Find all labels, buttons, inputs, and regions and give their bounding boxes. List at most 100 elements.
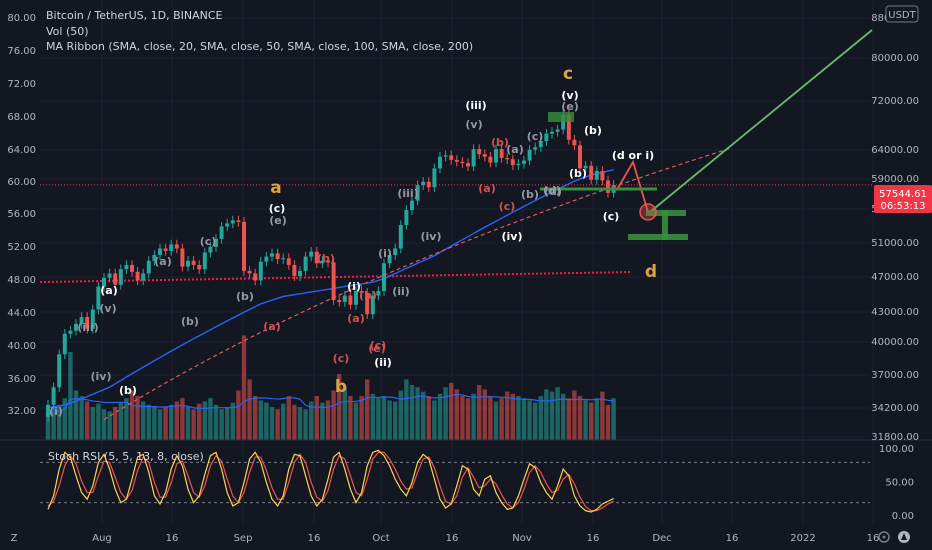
volume-bar: [521, 398, 527, 440]
candle: [130, 260, 134, 277]
time-tick: Sep: [234, 533, 253, 544]
candle-body: [51, 387, 56, 405]
candle-body: [85, 317, 90, 329]
volume-bar: [247, 379, 252, 440]
volume-bar: [281, 403, 286, 440]
candle-body: [426, 181, 431, 188]
wave-projection-line: [617, 159, 649, 213]
volume-bar: [303, 409, 308, 440]
right-price-tick: 37000.00: [871, 370, 919, 381]
candle: [320, 256, 325, 269]
candle: [158, 243, 162, 260]
candle: [270, 248, 274, 262]
candle: [90, 304, 95, 334]
candle: [471, 144, 476, 172]
volume-bar: [493, 401, 499, 440]
candle-body: [572, 139, 577, 146]
volume-bar: [107, 411, 112, 440]
candle: [96, 281, 101, 315]
wave-label-white: (c): [269, 202, 286, 215]
stoch-tick: 100.00: [879, 444, 914, 455]
volume-bar: [124, 398, 129, 440]
volume-bar: [325, 400, 331, 440]
volume-bar: [465, 398, 471, 440]
target-box-stem: [662, 210, 668, 240]
candle-body: [510, 159, 515, 166]
candle: [180, 243, 185, 272]
right-price-tick: 47000.00: [871, 272, 919, 283]
wave-label-grey: (a): [506, 143, 523, 156]
candle: [578, 140, 582, 174]
volume-bar: [297, 407, 303, 440]
volume-bar: [152, 407, 157, 440]
candle: [359, 286, 364, 298]
volume-bar: [57, 404, 62, 440]
wave-label-grey: (ii): [392, 285, 410, 298]
candle: [236, 215, 241, 227]
volume-bar: [208, 398, 213, 440]
candle-body: [264, 256, 269, 262]
candle: [342, 290, 347, 307]
candle: [370, 290, 375, 319]
wave-label-grey: (d): [544, 185, 562, 198]
volume-bar: [359, 396, 364, 440]
candle-body: [348, 295, 353, 305]
stoch-rsi-title: Stoch RSI (5, 5, 13, 8, close): [48, 450, 204, 463]
volume-bar: [611, 398, 616, 440]
volume-bar: [96, 403, 101, 440]
candle: [68, 326, 73, 339]
candle-body: [102, 277, 106, 287]
candle-body: [544, 133, 549, 141]
time-axis[interactable]: Aug 16 Sep 16 Oct 16 Nov 16 Dec 16 2022 16: [92, 533, 879, 544]
candle-body: [359, 291, 364, 293]
candle-body: [214, 238, 218, 247]
candle-body: [365, 292, 370, 315]
volume-ma-line: [47, 393, 614, 416]
candle-body: [522, 160, 526, 164]
volume-bar: [101, 409, 107, 440]
candle-body: [130, 264, 134, 272]
candle-body: [410, 200, 414, 211]
volume-bar: [533, 402, 538, 440]
candle: [376, 286, 381, 301]
candle: [258, 256, 263, 286]
timezone-icon[interactable]: Z: [11, 533, 18, 544]
candle: [152, 250, 157, 266]
time-tick: 16: [446, 533, 459, 544]
settings-gear-icon[interactable]: [878, 531, 890, 543]
volume-bar: [141, 401, 146, 440]
stoch-rsi-pane: 100.00 50.00 0.00: [40, 444, 914, 522]
time-tick: Aug: [92, 533, 112, 544]
volume-bar: [393, 401, 398, 440]
volume-bar: [213, 404, 219, 440]
volume-bar: [241, 335, 247, 440]
currency-badge[interactable]: USDT: [885, 5, 919, 23]
volume-bar: [589, 402, 594, 440]
drawing-tools: [40, 29, 874, 421]
stoch-k-line: [47, 449, 614, 513]
wave-label-grey: (iii): [397, 187, 418, 200]
time-tick: Dec: [652, 533, 671, 544]
wave-label-red: (a): [263, 320, 280, 333]
wave-label-grey: (a): [154, 255, 171, 268]
volume-bar: [68, 352, 73, 440]
candle: [242, 217, 246, 276]
volume-bar: [527, 400, 532, 440]
candle: [208, 242, 213, 258]
tradingview-logo-icon: [898, 531, 910, 543]
last-price-value: 57544.61: [879, 189, 927, 200]
ma-ribbon-label: MA Ribbon (SMA, close, 20, SMA, close, 5…: [46, 40, 473, 53]
candle: [337, 295, 342, 307]
wave-label-grey: (e): [269, 214, 287, 227]
wave-label-grey: (v): [99, 302, 116, 315]
candle: [163, 243, 168, 256]
candle-body: [270, 253, 274, 257]
volume-bar: [309, 401, 314, 440]
candle: [438, 151, 442, 174]
volume-bar: [583, 400, 588, 440]
candlesticks[interactable]: [46, 110, 616, 422]
candle: [538, 136, 543, 152]
candle-body: [583, 165, 588, 169]
candle-body: [225, 223, 230, 227]
